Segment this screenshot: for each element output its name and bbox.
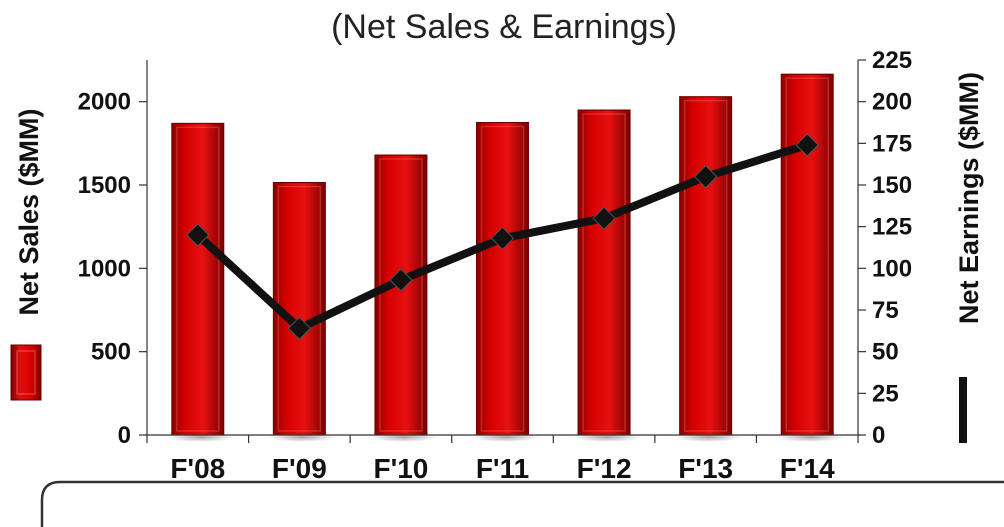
right-tick-label: 75 bbox=[872, 297, 899, 324]
bar-bevel bbox=[582, 113, 626, 432]
left-tick-label: 500 bbox=[91, 339, 131, 366]
legend-line-swatch bbox=[959, 377, 967, 443]
bar-6 bbox=[780, 73, 834, 436]
x-tick-label: F'08 bbox=[170, 453, 225, 484]
legend-bar-swatch-rect bbox=[10, 344, 42, 401]
right-tick-label: 150 bbox=[872, 172, 912, 199]
bar-bevel bbox=[176, 126, 220, 432]
x-tick-label: F'14 bbox=[780, 453, 835, 484]
x-tick-label: F'12 bbox=[577, 453, 632, 484]
bar-2 bbox=[374, 154, 428, 436]
chart-title: (Net Sales & Earnings) bbox=[331, 8, 677, 46]
bar-5 bbox=[679, 96, 733, 436]
earnings-point-5 bbox=[693, 164, 718, 189]
bar-series bbox=[166, 73, 845, 442]
right-axis: 0 25 50 75 100 125 150 175 200 225 bbox=[857, 47, 912, 449]
bar-bevel bbox=[379, 158, 423, 432]
line-series bbox=[186, 133, 819, 341]
right-tick-label: 200 bbox=[872, 89, 912, 116]
earnings-point-2 bbox=[389, 268, 413, 292]
x-axis: F'08 F'09 F'10 F'11 F'12 F'13 F'14 bbox=[145, 434, 860, 484]
x-tick-label: F'11 bbox=[476, 453, 529, 484]
bar-3 bbox=[476, 122, 529, 436]
x-tick-label: F'13 bbox=[678, 453, 733, 484]
earnings-point-1 bbox=[287, 316, 312, 341]
legend-bar-swatch bbox=[10, 344, 42, 401]
bar-bevel bbox=[683, 99, 728, 432]
bar-bevel bbox=[480, 125, 525, 432]
earnings-point-3 bbox=[490, 226, 515, 251]
left-tick-label: 0 bbox=[118, 422, 131, 449]
bar-bevel bbox=[785, 77, 829, 432]
left-tick-label: 2000 bbox=[78, 89, 131, 116]
right-tick-label: 0 bbox=[872, 422, 885, 449]
earnings-point-0 bbox=[186, 223, 210, 247]
right-tick-label: 175 bbox=[872, 130, 912, 157]
earnings-point-4 bbox=[592, 206, 616, 231]
bar-0 bbox=[171, 122, 225, 436]
left-tick-label: 1000 bbox=[78, 255, 131, 282]
left-tick-label: 1500 bbox=[78, 172, 131, 199]
right-tick-label: 225 bbox=[872, 47, 912, 74]
x-tick-label: F'09 bbox=[272, 453, 327, 484]
left-axis-title: Net Sales ($MM) bbox=[14, 108, 44, 315]
bottom-panel-border bbox=[40, 480, 1004, 527]
bar-4 bbox=[577, 109, 631, 436]
earnings-point-6 bbox=[795, 133, 819, 157]
legend-bar-swatch-bevel bbox=[16, 350, 36, 395]
right-tick-label: 50 bbox=[872, 339, 899, 366]
right-axis-title: Net Earnings ($MM) bbox=[954, 72, 984, 324]
left-axis: 0 500 1000 1500 2000 bbox=[78, 60, 148, 449]
x-tick-label: F'10 bbox=[373, 453, 428, 484]
right-tick-label: 100 bbox=[872, 255, 912, 282]
right-tick-label: 125 bbox=[872, 214, 912, 241]
right-tick-label: 25 bbox=[872, 380, 899, 407]
